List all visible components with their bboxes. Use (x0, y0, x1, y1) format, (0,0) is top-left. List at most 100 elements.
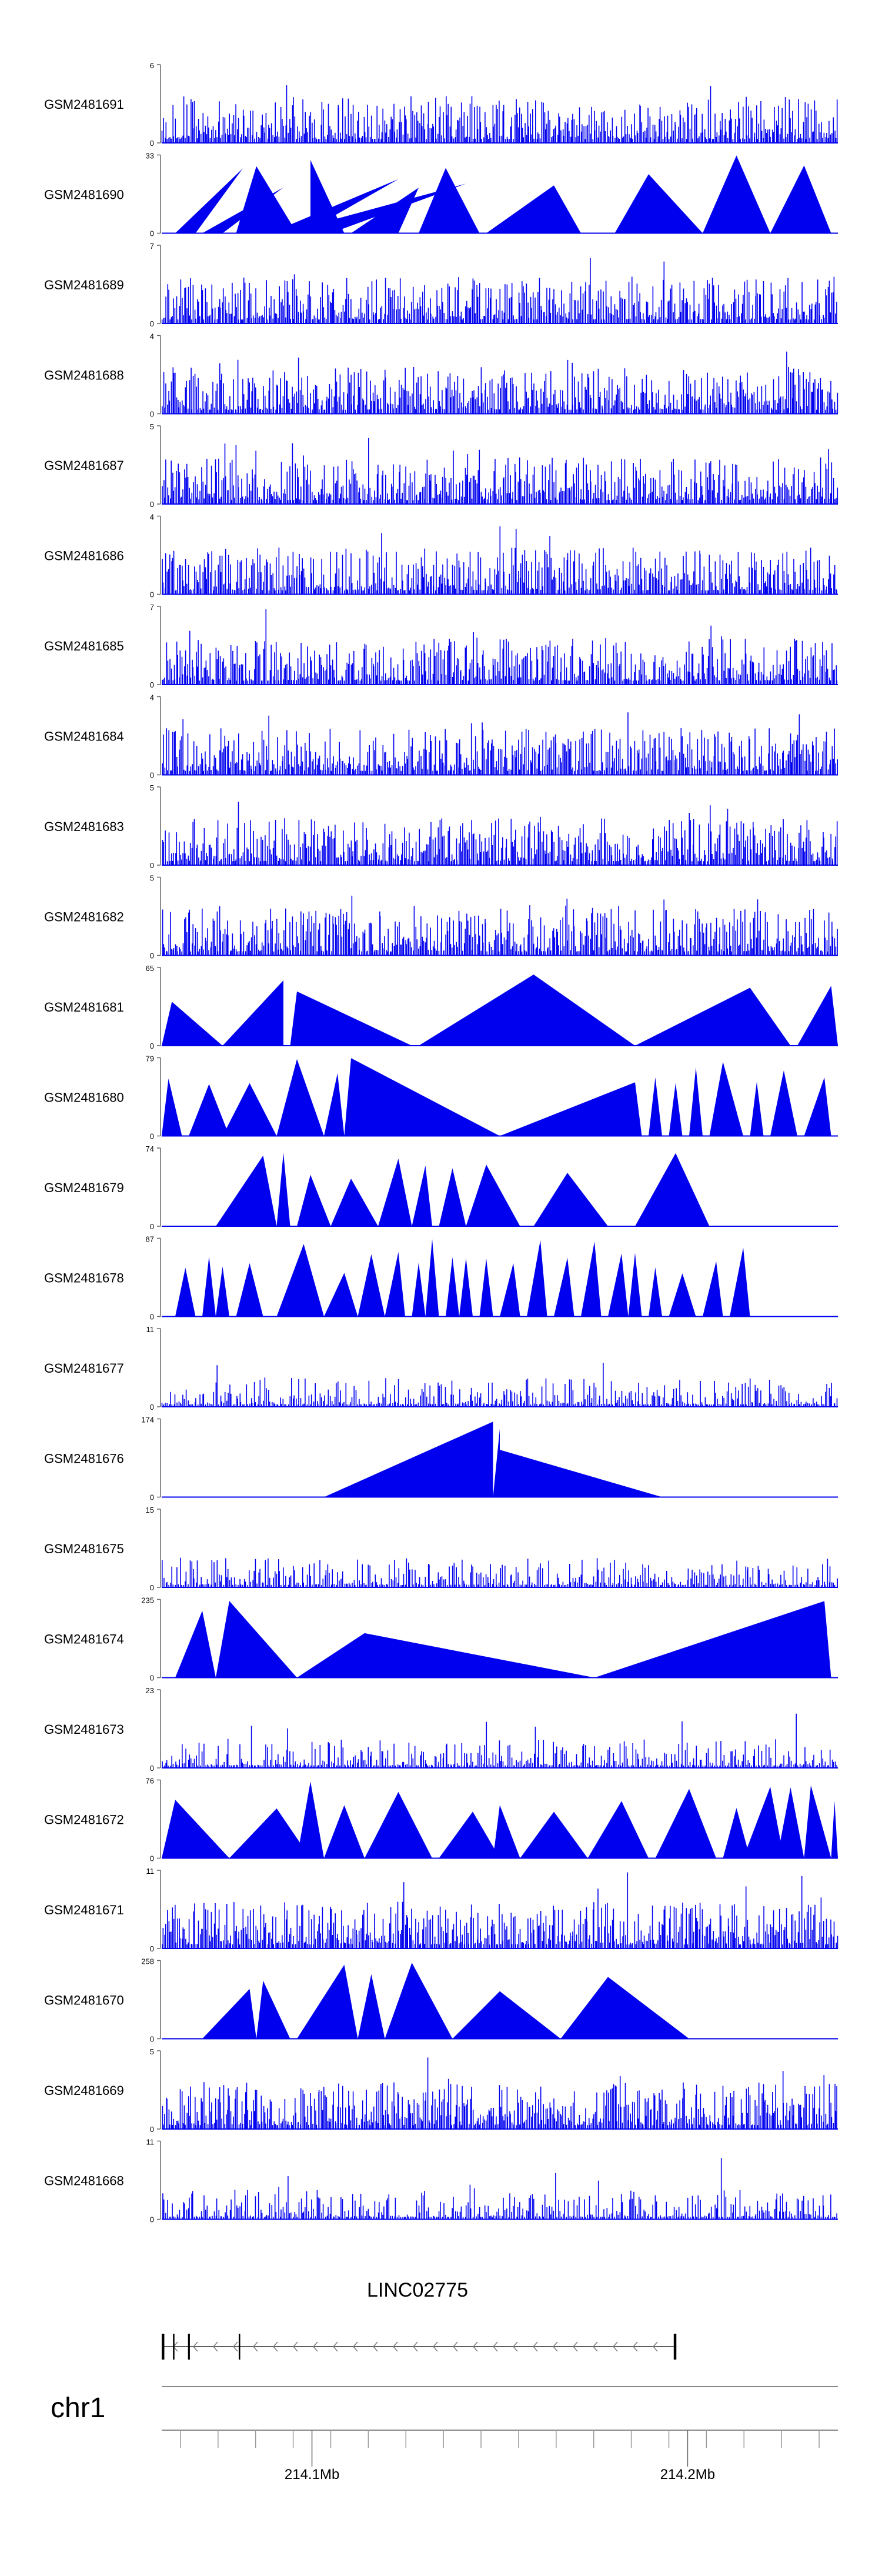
y-tick-label-min: 0 (150, 1674, 154, 1683)
signal-peak (500, 1450, 662, 1497)
signal-peak (750, 1082, 764, 1136)
gene-label: LINC02775 (367, 2279, 468, 2301)
signal-tracks: GSM248169160GSM2481690330GSM248168970GSM… (44, 61, 838, 2224)
signal-peak (358, 1254, 385, 1317)
signal-peak (222, 980, 283, 1046)
strand-arrow-icon (333, 2341, 338, 2352)
signal-peak (236, 166, 297, 233)
y-tick-label-max: 11 (146, 1325, 155, 1334)
y-tick-label-max: 7 (150, 242, 154, 251)
signal-peak (324, 1422, 493, 1497)
track-label: GSM2481680 (44, 1090, 124, 1105)
track-GSM2481680: GSM2481680 79 0 (44, 1055, 838, 1141)
strand-arrow-icon (653, 2341, 658, 2352)
signal-peak (581, 1241, 602, 1317)
signal-peak (162, 1002, 223, 1046)
signal-bars (162, 2057, 837, 2129)
signal-peak (797, 986, 838, 1046)
strand-arrow-icon (433, 2341, 438, 2352)
gene-exon (162, 2334, 165, 2360)
strand-arrow-icon (593, 2341, 598, 2352)
signal-peak (297, 1633, 594, 1678)
signal-peak (587, 1801, 649, 1858)
y-tick-label-min: 0 (150, 1944, 154, 1953)
signal-peak (324, 1273, 358, 1317)
track-label: GSM2481675 (44, 1541, 124, 1556)
signal-peak (709, 1062, 743, 1136)
signal-peak (189, 1084, 229, 1136)
track-GSM2481669: GSM2481669 5 0 (44, 2047, 838, 2134)
y-tick-label-max: 5 (150, 422, 154, 431)
strand-arrow-icon (313, 2341, 318, 2352)
strand-arrow-icon (493, 2341, 498, 2352)
signal-peak (689, 1067, 703, 1136)
track-label: GSM2481676 (44, 1451, 124, 1466)
signal-peak (669, 1083, 683, 1136)
signal-peak (703, 1261, 723, 1317)
signal-peak (486, 185, 581, 233)
strand-arrow-icon (573, 2341, 578, 2352)
signal-peak (310, 160, 345, 233)
track-label: GSM2481674 (44, 1632, 124, 1647)
track-GSM2481676: GSM2481676 174 0 (44, 1416, 838, 1502)
track-label: GSM2481683 (44, 819, 124, 834)
chromosome-track: chr1 (51, 2386, 838, 2431)
signal-peak (500, 1263, 520, 1317)
signal-peak (493, 1805, 520, 1858)
signal-bars (162, 1557, 838, 1587)
signal-peak (256, 1980, 290, 2039)
track-label: GSM2481691 (44, 97, 124, 112)
y-tick-label-max: 174 (141, 1416, 154, 1424)
signal-peak (162, 1079, 182, 1136)
signal-peak (412, 1262, 426, 1317)
strand-arrow-icon (233, 2341, 238, 2352)
signal-peak (770, 165, 831, 233)
track-GSM2481689: GSM2481689 7 0 (44, 242, 838, 328)
signal-peak (324, 1805, 365, 1858)
gene-exon (188, 2334, 190, 2360)
signal-peak (493, 1429, 500, 1497)
signal-peak (330, 1179, 378, 1226)
y-tick-label-min: 0 (150, 1583, 154, 1592)
track-GSM2481672: GSM2481672 76 0 (44, 1777, 838, 1863)
strand-arrow-icon (213, 2341, 218, 2352)
track-GSM2481670: GSM2481670 258 0 (44, 1957, 838, 2044)
genome-axis: 214.1Mb 214.2Mb (180, 2430, 820, 2482)
signal-peak (446, 1257, 459, 1317)
track-GSM2481684: GSM2481684 4 0 (44, 693, 838, 780)
track-label: GSM2481670 (44, 1993, 124, 2008)
signal-peak (419, 975, 635, 1046)
y-tick-label-min: 0 (150, 1854, 154, 1863)
y-tick-label-min: 0 (150, 139, 154, 148)
signal-peak (385, 1252, 405, 1317)
strand-arrow-icon (193, 2341, 198, 2352)
strand-arrow-icon (273, 2341, 278, 2352)
strand-arrow-icon (413, 2341, 418, 2352)
track-label: GSM2481690 (44, 188, 124, 202)
signal-bars (162, 609, 838, 685)
y-tick-label-max: 87 (146, 1235, 154, 1244)
signal-peak (297, 1781, 324, 1858)
y-tick-label-max: 23 (146, 1686, 154, 1695)
signal-peak (216, 1155, 277, 1226)
signal-peak (730, 1247, 750, 1317)
signal-peak (520, 1811, 588, 1858)
signal-peak (385, 1963, 453, 2039)
signal-peak (297, 1174, 331, 1226)
track-label: GSM2481677 (44, 1361, 124, 1376)
y-tick-label-max: 33 (146, 152, 154, 161)
signal-peak (412, 1165, 432, 1226)
track-GSM2481674: GSM2481674 235 0 (44, 1596, 838, 1683)
gene-track: LINC02775 (162, 2279, 677, 2360)
y-tick-label-min: 0 (150, 500, 154, 509)
y-tick-label-min: 0 (150, 1403, 154, 1412)
track-label: GSM2481685 (44, 639, 124, 653)
track-label: GSM2481681 (44, 1000, 124, 1015)
track-GSM2481668: GSM2481668 11 0 (44, 2138, 838, 2224)
strand-arrow-icon (513, 2341, 518, 2352)
y-tick-label-min: 0 (150, 1222, 154, 1231)
signal-bars (162, 1872, 838, 1948)
signal-peak (804, 1785, 831, 1858)
y-tick-label-max: 5 (150, 2047, 154, 2056)
signal-peak (162, 1800, 229, 1858)
